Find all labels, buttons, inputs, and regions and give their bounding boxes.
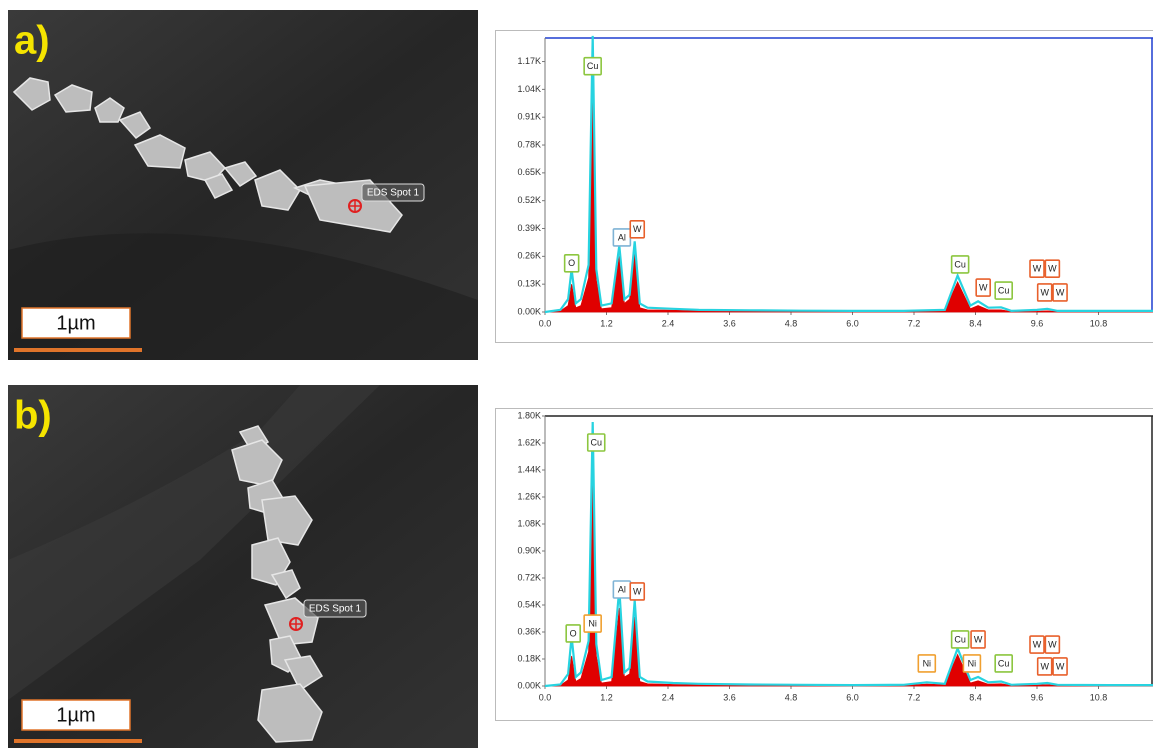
page: a) EDS Spot 1 1µm b) EDS Spot 1 1µm 0.00K 0.13K…: [0, 0, 1153, 748]
scale-bar-label: 1µm: [56, 704, 95, 726]
x-tick-label: 3.6: [723, 318, 736, 328]
spot-label: EDS Spot 1: [367, 188, 420, 199]
x-tick-label: 10.8: [1090, 318, 1108, 328]
y-tick-label: 1.44K: [517, 464, 541, 474]
scale-bar-label: 1µm: [56, 312, 95, 334]
x-tick-label: 4.8: [785, 692, 798, 702]
y-tick-label: 1.04K: [517, 84, 541, 94]
y-tick-label: 0.36K: [517, 626, 541, 636]
peak-label: Cu: [954, 634, 966, 644]
x-tick-label: 8.4: [969, 692, 982, 702]
peak-label: Cu: [998, 285, 1010, 295]
x-tick-label: 9.6: [1031, 318, 1044, 328]
y-tick-label: 0.13K: [517, 279, 541, 289]
figure: a) EDS Spot 1 1µm b) EDS Spot 1 1µm 0.00K 0.13K…: [0, 0, 1153, 748]
y-tick-label: 0.65K: [517, 167, 541, 177]
y-tick-label: 0.54K: [517, 599, 541, 609]
y-tick-label: 0.00K: [517, 306, 541, 316]
panel-label: b): [14, 394, 52, 438]
y-tick-label: 0.90K: [517, 545, 541, 555]
x-tick-label: 8.4: [969, 318, 982, 328]
x-tick-label: 0.0: [539, 318, 552, 328]
x-tick-label: 1.2: [600, 692, 613, 702]
peak-label: Cu: [954, 259, 966, 269]
peak-label: W: [633, 224, 642, 234]
spot-label: EDS Spot 1: [309, 604, 362, 615]
y-tick-label: 0.00K: [517, 680, 541, 690]
scale-bar-line: [14, 739, 142, 743]
peak-label: W: [633, 586, 642, 596]
peak-label: W: [1056, 287, 1065, 297]
peak-label: Ni: [968, 658, 977, 668]
scale-bar-line: [14, 348, 142, 352]
y-tick-label: 0.52K: [517, 195, 541, 205]
sem-image-b: [8, 385, 478, 748]
peak-label: Cu: [590, 437, 602, 447]
peak-label: W: [1033, 639, 1042, 649]
peak-label: Ni: [588, 618, 597, 628]
y-tick-label: 1.80K: [517, 410, 541, 420]
x-tick-label: 2.4: [662, 692, 675, 702]
x-tick-label: 2.4: [662, 318, 675, 328]
x-tick-label: 6.0: [846, 318, 859, 328]
peak-label: Cu: [587, 61, 599, 71]
y-tick-label: 0.91K: [517, 112, 541, 122]
x-tick-label: 10.8: [1090, 692, 1108, 702]
y-tick-label: 1.08K: [517, 518, 541, 528]
x-tick-label: 1.2: [600, 318, 613, 328]
peak-label: Cu: [998, 658, 1010, 668]
x-tick-label: 9.6: [1031, 692, 1044, 702]
peak-label: W: [1040, 287, 1049, 297]
y-tick-label: 0.78K: [517, 139, 541, 149]
peak-label: W: [1048, 639, 1057, 649]
x-tick-label: 3.6: [723, 692, 736, 702]
peak-label: W: [1040, 661, 1049, 671]
x-tick-label: 7.2: [908, 318, 921, 328]
peak-label: W: [1033, 264, 1042, 274]
x-tick-label: 4.8: [785, 318, 798, 328]
peak-label: W: [974, 634, 983, 644]
peak-label: W: [1056, 661, 1065, 671]
y-tick-label: 1.62K: [517, 437, 541, 447]
y-tick-label: 0.18K: [517, 653, 541, 663]
panel-label: a): [14, 19, 50, 63]
x-tick-label: 7.2: [908, 692, 921, 702]
y-tick-label: 0.39K: [517, 223, 541, 233]
x-tick-label: 0.0: [539, 692, 552, 702]
peak-label: O: [568, 258, 575, 268]
y-tick-label: 0.72K: [517, 572, 541, 582]
y-tick-label: 1.26K: [517, 491, 541, 501]
x-tick-label: 6.0: [846, 692, 859, 702]
y-tick-label: 1.17K: [517, 56, 541, 66]
peak-label: W: [979, 282, 988, 292]
peak-label: O: [570, 628, 577, 638]
peak-label: Ni: [923, 658, 932, 668]
peak-label: Al: [618, 232, 626, 242]
y-tick-label: 0.26K: [517, 251, 541, 261]
peak-label: W: [1048, 264, 1057, 274]
peak-label: Al: [618, 584, 626, 594]
